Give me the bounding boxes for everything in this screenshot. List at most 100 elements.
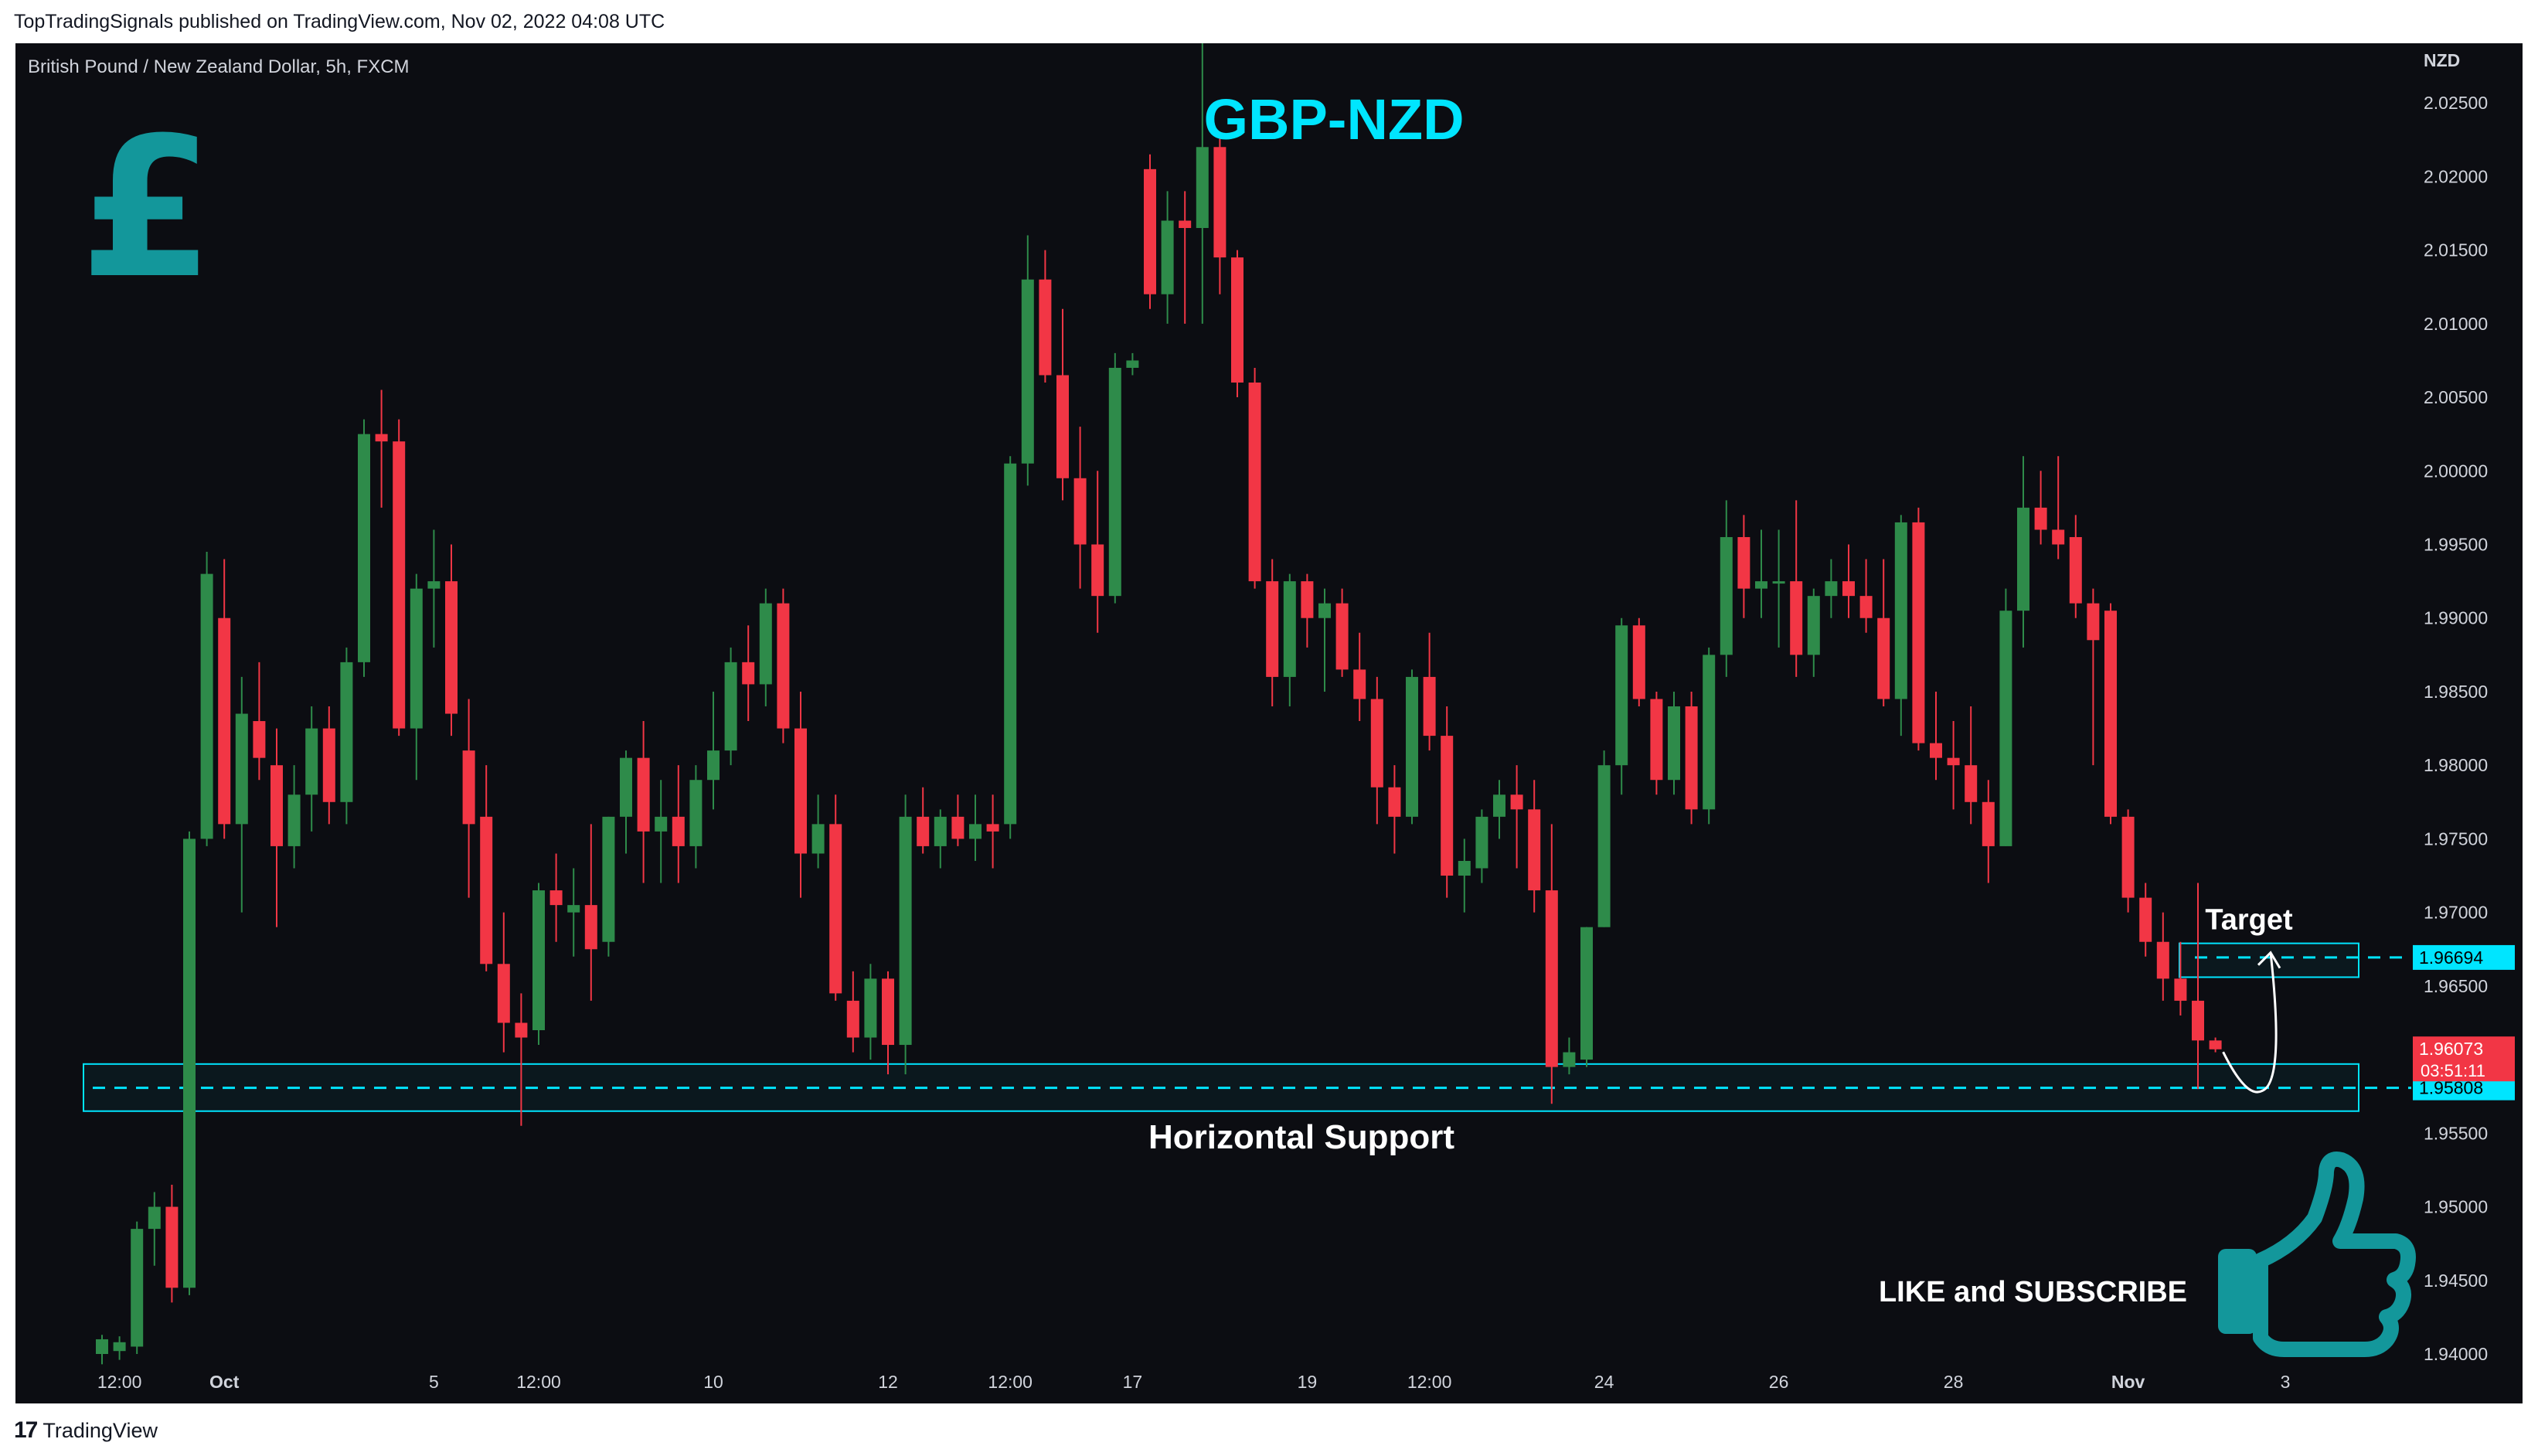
y-tick-label: 2.00000 bbox=[2424, 461, 2488, 481]
candle bbox=[2139, 883, 2152, 957]
candle bbox=[1597, 750, 1611, 927]
candle bbox=[410, 573, 423, 781]
candle-body bbox=[375, 434, 388, 442]
candle bbox=[1126, 352, 1139, 376]
y-tick-label: 2.02000 bbox=[2424, 166, 2488, 186]
x-tick-label: Oct bbox=[209, 1372, 240, 1392]
candle bbox=[1161, 191, 1174, 324]
candle bbox=[899, 794, 912, 1075]
candle bbox=[1877, 559, 1890, 706]
chart-canvas[interactable]: 2.02500 2.02000 2.01500 2.01000 2.00500 2.000… bbox=[15, 43, 2523, 1403]
candle bbox=[183, 831, 196, 1295]
candle bbox=[1423, 632, 1436, 751]
candle bbox=[811, 794, 825, 869]
candle-body bbox=[1196, 147, 1209, 229]
candle-body bbox=[1859, 596, 1873, 618]
candle-body bbox=[1353, 669, 1366, 699]
candle bbox=[96, 1335, 108, 1365]
footer-brand-text: TradingView bbox=[43, 1418, 158, 1442]
x-tick-label: 10 bbox=[703, 1372, 723, 1392]
candle bbox=[497, 912, 510, 1053]
candle-body bbox=[410, 588, 423, 729]
candle-body bbox=[951, 816, 965, 839]
candle bbox=[1668, 691, 1680, 795]
candle-body bbox=[672, 816, 685, 846]
candle-body bbox=[620, 757, 632, 817]
candle bbox=[393, 419, 406, 737]
chart-frame[interactable]: 2.02500 2.02000 2.01500 2.01000 2.00500 2.000… bbox=[15, 43, 2523, 1403]
current-price-label: 1.96073 03:51:11 bbox=[2413, 1036, 2515, 1082]
x-tick-label: 12:00 bbox=[516, 1372, 561, 1392]
candle bbox=[707, 691, 720, 810]
candle-body bbox=[1842, 581, 1855, 597]
candle-body bbox=[759, 603, 772, 685]
candle bbox=[917, 787, 930, 854]
candle bbox=[1370, 676, 1383, 825]
x-tick-label: 12:00 bbox=[988, 1372, 1033, 1392]
candle bbox=[1965, 706, 1978, 825]
candle-body bbox=[1825, 581, 1838, 597]
candle bbox=[1790, 500, 1803, 677]
candle-body bbox=[1930, 743, 1942, 758]
footer-brand[interactable]: 17 TradingView bbox=[14, 1417, 158, 1444]
candle bbox=[200, 552, 213, 846]
candle-body bbox=[1894, 522, 1907, 699]
candle bbox=[689, 765, 703, 869]
candle bbox=[2087, 588, 2100, 766]
candle bbox=[2034, 471, 2047, 545]
candle-body bbox=[2174, 978, 2187, 1001]
candle bbox=[794, 691, 807, 898]
candle-body bbox=[1091, 544, 1104, 597]
candle-body bbox=[2192, 1000, 2204, 1041]
candle-body bbox=[1161, 220, 1174, 294]
candle-body bbox=[1073, 478, 1087, 545]
x-tick-label: 26 bbox=[1769, 1372, 1789, 1392]
x-tick-label: 24 bbox=[1594, 1372, 1614, 1392]
candle-body bbox=[462, 750, 475, 825]
candle-body bbox=[1877, 617, 1890, 699]
candle-body bbox=[777, 603, 790, 729]
candle bbox=[2174, 941, 2187, 1015]
candle bbox=[1894, 515, 1907, 737]
candle-body bbox=[1965, 765, 1978, 802]
candle bbox=[2104, 603, 2117, 825]
candle-body bbox=[2104, 611, 2117, 817]
candle bbox=[1720, 500, 1733, 677]
target-price-text: 1.96694 bbox=[2419, 947, 2483, 968]
candle bbox=[1755, 529, 1767, 618]
candle-body bbox=[1318, 603, 1331, 618]
candle bbox=[1388, 765, 1401, 854]
candle-body bbox=[1545, 890, 1558, 1067]
candle-body bbox=[1807, 596, 1820, 655]
candle-body bbox=[270, 765, 283, 846]
candle-body bbox=[1458, 860, 1471, 876]
candle bbox=[1021, 235, 1034, 486]
candle-body bbox=[445, 581, 458, 714]
candle-body bbox=[1039, 279, 1052, 376]
candle bbox=[934, 809, 947, 869]
candle-body bbox=[2156, 941, 2169, 979]
time-axis[interactable]: 12:00 Oct 5 12:00 10 12 12:00 17 19 12:00 24 26 28 No… bbox=[97, 1372, 2291, 1392]
candle-body bbox=[655, 816, 668, 832]
candle-body bbox=[1144, 168, 1156, 294]
y-tick-label: 1.94500 bbox=[2424, 1271, 2488, 1291]
candle bbox=[445, 544, 458, 737]
cta-label: LIKE and SUBSCRIBE bbox=[1879, 1276, 2187, 1308]
x-tick-label: 17 bbox=[1123, 1372, 1143, 1392]
candle-body bbox=[882, 978, 894, 1046]
candle-body bbox=[742, 662, 755, 685]
candle-body bbox=[322, 728, 335, 802]
candle bbox=[655, 780, 668, 883]
candle-body bbox=[532, 890, 545, 1030]
thumbs-up-icon bbox=[2218, 1152, 2416, 1357]
candle bbox=[270, 728, 283, 927]
y-tick-label: 2.01500 bbox=[2424, 240, 2488, 260]
candle-body bbox=[969, 824, 982, 839]
candle-body bbox=[1650, 699, 1663, 781]
candle bbox=[1039, 250, 1052, 383]
candle-body bbox=[1772, 581, 1785, 584]
candle bbox=[1475, 809, 1488, 883]
candle-body bbox=[794, 728, 807, 854]
candle-body bbox=[1213, 147, 1226, 258]
price-axis[interactable]: 2.02500 2.02000 2.01500 2.01000 2.00500 2.000… bbox=[2424, 93, 2488, 1364]
